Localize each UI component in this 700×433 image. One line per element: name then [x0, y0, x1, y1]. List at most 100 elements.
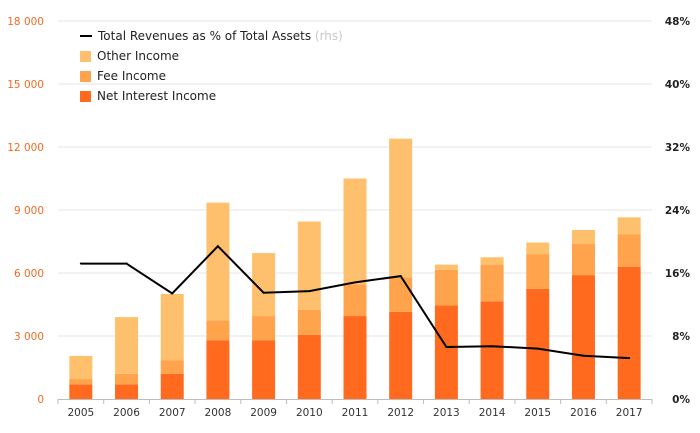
bar-other-income [389, 138, 413, 278]
ratio-line-point [628, 357, 631, 360]
right-tick-label: 32% [665, 142, 691, 154]
bar-other-income [571, 229, 595, 244]
right-axis-tick-labels: 0% 8% 16% 24% 32% 40% 48% [665, 16, 691, 406]
right-tick-label: 40% [665, 79, 691, 91]
x-axis-tick-labels: 2005 2006 2007 2008 2009 2010 2011 2012 2013 2014… [67, 407, 642, 419]
x-axis [57, 399, 653, 404]
bar-net-interest-income [617, 266, 641, 399]
legend-label-other-income: Other Income [97, 49, 180, 63]
bar-net-interest-income [69, 384, 93, 399]
right-tick-label: 0% [672, 394, 690, 406]
legend-swatch-fee-income [80, 70, 91, 82]
x-tick-label: 2007 [159, 407, 186, 419]
ratio-line-point [399, 275, 402, 278]
bar-net-interest-income [160, 373, 184, 399]
right-tick-label: 48% [665, 16, 691, 28]
legend-item-other-income: Other Income [80, 46, 343, 66]
ratio-line-point [445, 346, 448, 349]
bar-fee-income [434, 269, 458, 306]
bar-fee-income [115, 373, 139, 385]
left-tick-label: 6 000 [14, 268, 44, 280]
bar-other-income [297, 221, 321, 310]
left-tick-label: 15 000 [7, 79, 44, 91]
bar-fee-income [571, 243, 595, 276]
bar-other-income [343, 178, 367, 285]
legend-swatch-other-income [80, 50, 91, 62]
x-tick-label: 2011 [342, 407, 369, 419]
bar-net-interest-income [571, 275, 595, 399]
left-tick-label: 0 [37, 394, 44, 406]
bar-other-income [115, 317, 139, 374]
legend: Total Revenues as % of Total Assets (rhs… [80, 26, 343, 106]
left-axis-tick-labels: 0 3 000 6 000 9 000 12 000 15 000 18 000 [7, 16, 44, 406]
bar-net-interest-income [526, 288, 550, 399]
ratio-line-point [171, 292, 174, 295]
bar-stacks [69, 138, 641, 399]
bar-fee-income [69, 379, 93, 385]
legend-line-swatch [80, 35, 92, 37]
right-tick-label: 16% [665, 268, 691, 280]
x-tick-label: 2009 [250, 407, 277, 419]
legend-label-fee-income: Fee Income [97, 69, 166, 83]
bar-other-income [160, 294, 184, 361]
bar-fee-income [480, 264, 504, 302]
bar-other-income [480, 257, 504, 265]
right-tick-label: 24% [665, 205, 691, 217]
x-tick-label: 2012 [387, 407, 414, 419]
bar-net-interest-income [115, 384, 139, 399]
bar-fee-income [160, 360, 184, 374]
x-tick-label: 2006 [113, 407, 140, 419]
bar-other-income [526, 242, 550, 255]
legend-item-net-interest-income: Net Interest Income [80, 86, 343, 106]
ratio-line-point [354, 281, 356, 284]
bar-fee-income [297, 309, 321, 335]
bar-fee-income [252, 316, 276, 341]
x-tick-label: 2017 [616, 407, 643, 419]
bar-fee-income [206, 320, 230, 341]
x-tick-label: 2015 [524, 407, 551, 419]
legend-item-ratio: Total Revenues as % of Total Assets (rhs… [80, 26, 343, 46]
ratio-line-point [582, 354, 585, 357]
x-tick-label: 2014 [479, 407, 506, 419]
right-tick-label: 8% [672, 331, 690, 343]
ratio-line-point [125, 262, 128, 265]
bar-fee-income [526, 254, 550, 289]
ratio-line-point [216, 245, 219, 248]
bar-net-interest-income [389, 311, 413, 399]
bar-net-interest-income [480, 301, 504, 399]
ratio-line-point [79, 262, 82, 265]
bar-net-interest-income [206, 340, 230, 399]
bar-net-interest-income [252, 340, 276, 399]
legend-label-ratio: Total Revenues as % of Total Assets [98, 29, 312, 43]
legend-item-fee-income: Fee Income [80, 66, 343, 86]
left-tick-label: 12 000 [7, 142, 44, 154]
ratio-line-point [536, 347, 539, 350]
bar-fee-income [617, 234, 641, 267]
left-tick-label: 3 000 [14, 331, 44, 343]
x-tick-label: 2005 [67, 407, 94, 419]
x-tick-label: 2016 [570, 407, 597, 419]
x-tick-label: 2010 [296, 407, 323, 419]
left-tick-label: 9 000 [14, 205, 44, 217]
bar-other-income [434, 264, 458, 270]
bar-net-interest-income [343, 316, 367, 399]
legend-swatch-net-interest-income [80, 90, 91, 102]
bar-net-interest-income [434, 305, 458, 399]
ratio-line-point [262, 291, 265, 294]
bar-fee-income [343, 284, 367, 317]
legend-label-rhs: (rhs) [314, 29, 343, 43]
x-tick-label: 2008 [205, 407, 232, 419]
revenue-ratio-line [79, 244, 631, 360]
ratio-line-point [308, 290, 311, 293]
bar-other-income [252, 253, 276, 317]
bar-net-interest-income [297, 334, 321, 399]
bar-other-income [206, 202, 230, 321]
left-tick-label: 18 000 [7, 16, 44, 28]
ratio-line-point [491, 345, 494, 348]
bar-fee-income [389, 277, 413, 312]
legend-label-net-interest-income: Net Interest Income [97, 89, 217, 103]
bar-other-income [69, 355, 93, 380]
bar-other-income [617, 217, 641, 235]
x-tick-label: 2013 [433, 407, 460, 419]
